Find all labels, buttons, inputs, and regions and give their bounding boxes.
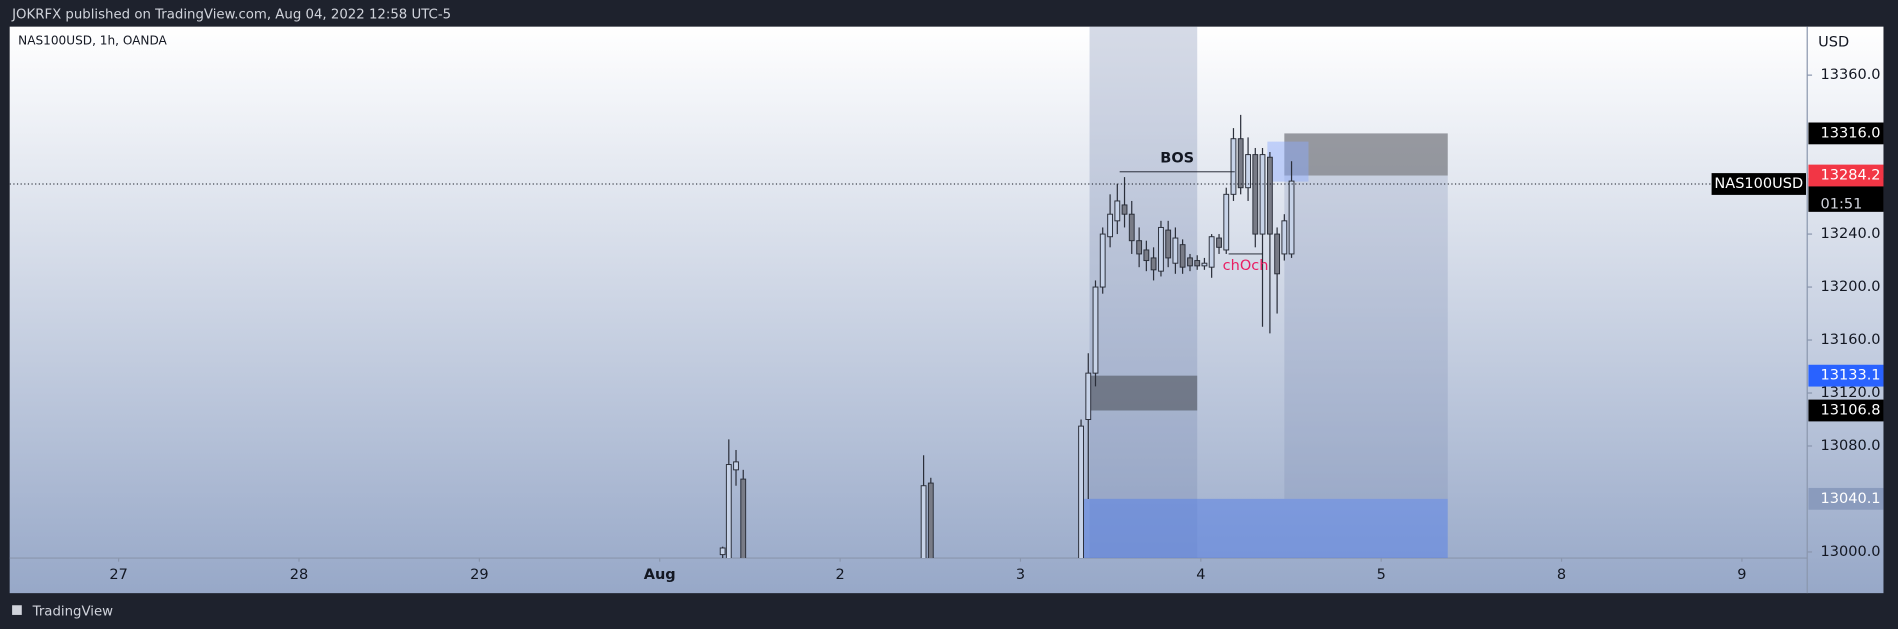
currency-label: USD — [1818, 34, 1849, 50]
candle-body — [1187, 257, 1193, 267]
candle-body — [1223, 193, 1230, 251]
candle-body — [1165, 229, 1172, 259]
publish-header: JOKRFX published on TradingView.com, Aug… — [11, 8, 451, 23]
zone — [1083, 498, 1448, 559]
candle-body — [1172, 237, 1179, 264]
candle-body — [1121, 204, 1128, 215]
candle-body — [1158, 226, 1164, 272]
candle-body — [1245, 154, 1251, 189]
candle-body — [1194, 260, 1201, 267]
y-tick-label: 13200.0 — [1821, 279, 1881, 295]
price-tag-label: 13133.1 — [1821, 368, 1881, 384]
symbol-title: NAS100USD, 1h, OANDA — [18, 34, 167, 48]
candle-body — [1201, 262, 1208, 267]
brand-text: TradingView — [32, 604, 113, 619]
y-tick-label: 13360.0 — [1821, 67, 1881, 83]
candle-body — [740, 478, 747, 559]
zone — [1267, 141, 1309, 182]
x-tick-label: 29 — [470, 567, 488, 583]
x-tick-label: 2 — [835, 567, 844, 583]
plot-area: BOS chOch — [9, 26, 1808, 559]
candle-body — [1259, 154, 1266, 235]
candle-body — [1237, 138, 1244, 189]
candle-body — [1266, 156, 1273, 235]
candle-body — [1274, 233, 1281, 275]
candle-body — [1179, 244, 1186, 268]
symbol-tag — [1711, 173, 1807, 195]
price-tag — [1808, 399, 1884, 422]
annotation-label: chOch — [1223, 258, 1269, 274]
brand: TradingView — [12, 604, 113, 619]
candle-body — [1092, 286, 1099, 374]
candle-body — [1252, 154, 1259, 235]
x-tick-label: Aug — [644, 567, 676, 583]
candle-body — [1288, 180, 1295, 255]
candle-body — [733, 461, 739, 471]
zone — [1284, 133, 1448, 176]
x-tick-label: 9 — [1737, 567, 1746, 583]
x-tick-label: 3 — [1016, 567, 1025, 583]
annotation-label: BOS — [1160, 151, 1194, 167]
candle-body — [1143, 249, 1150, 262]
candle-body — [725, 464, 732, 559]
price-tag — [1808, 164, 1884, 187]
y-tick-label: 13240.0 — [1821, 226, 1881, 242]
brand-logo — [12, 605, 22, 615]
candle-body — [1136, 240, 1143, 255]
candle-body — [1085, 372, 1092, 420]
candle-body — [1128, 213, 1135, 242]
price-tag-label: 13106.8 — [1821, 402, 1881, 418]
candle-body — [719, 547, 726, 556]
x-tick-label: 8 — [1557, 567, 1566, 583]
y-tick-label: 13160.0 — [1821, 332, 1881, 348]
candle-body — [1230, 138, 1237, 195]
y-tick-label: 13080.0 — [1821, 438, 1881, 454]
y-tick-label: 13000.0 — [1821, 544, 1881, 560]
candle-body — [1208, 236, 1215, 268]
candle-body — [1114, 200, 1121, 222]
candle-body — [1216, 237, 1222, 248]
zone — [1089, 26, 1198, 559]
candle-body — [1150, 257, 1157, 271]
x-tick-label: 5 — [1377, 567, 1386, 583]
zone — [1284, 175, 1448, 499]
chart-background — [9, 26, 1884, 594]
candle-body — [927, 482, 934, 559]
countdown: 01:51 — [1821, 197, 1863, 213]
x-tick-label: 28 — [290, 567, 308, 583]
symbol-tag-label: NAS100USD — [1714, 176, 1803, 192]
price-tag — [1808, 487, 1884, 510]
price-tag-label: 13284.2 — [1821, 168, 1881, 184]
price-tag-label: 13040.1 — [1821, 491, 1881, 507]
candle-body — [1099, 233, 1106, 288]
x-tick-label: 27 — [109, 567, 127, 583]
price-tag — [1808, 122, 1884, 145]
price-tag — [1808, 364, 1884, 387]
zone — [1089, 375, 1198, 411]
candle-body — [1281, 220, 1288, 255]
axes: 27 28 29 Aug 2 3 4 5 8 9 13000.0 13080.0 13120.0 1316… — [109, 67, 1884, 583]
candle-body — [1107, 213, 1114, 238]
y-tick-label: 13120.0 — [1821, 385, 1881, 401]
candle-body — [1078, 425, 1084, 559]
x-tick-label: 4 — [1196, 567, 1205, 583]
price-tag-label: 13316.0 — [1821, 125, 1881, 141]
candle-body — [920, 485, 927, 559]
